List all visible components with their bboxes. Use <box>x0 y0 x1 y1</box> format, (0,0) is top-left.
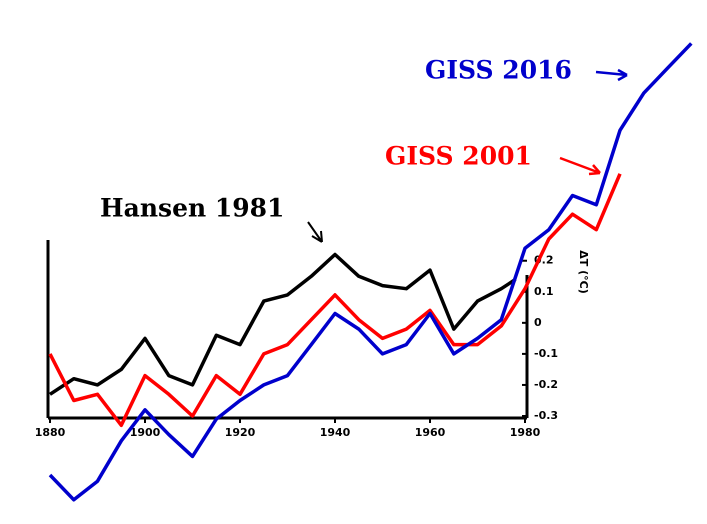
series-label: GISS 2001 <box>385 142 532 171</box>
x-tick-label: 1880 <box>35 426 66 439</box>
y-tick-label: -0.3 <box>534 409 558 422</box>
data-line <box>49 252 517 396</box>
data-line <box>48 173 622 428</box>
annotation-arrow <box>307 221 323 243</box>
x-tick-label: 1900 <box>130 426 161 439</box>
annotation-arrow <box>595 68 628 82</box>
data-line <box>48 42 693 502</box>
series-label: Hansen 1981 <box>100 194 284 223</box>
y-tick-label: 0.1 <box>534 285 554 298</box>
x-tick-label: 1940 <box>320 426 351 439</box>
annotation-arrow <box>559 156 601 176</box>
y-tick-label: -0.2 <box>534 378 558 391</box>
y-tick-label: 0 <box>534 316 542 329</box>
x-tick-label: 1920 <box>225 426 256 439</box>
y-tick-label: -0.1 <box>534 347 558 360</box>
x-tick-label: 1960 <box>415 426 446 439</box>
x-tick-label: 1980 <box>510 426 541 439</box>
y-axis-label: ΔT (°C) <box>577 250 590 293</box>
series-label: GISS 2016 <box>425 56 572 85</box>
